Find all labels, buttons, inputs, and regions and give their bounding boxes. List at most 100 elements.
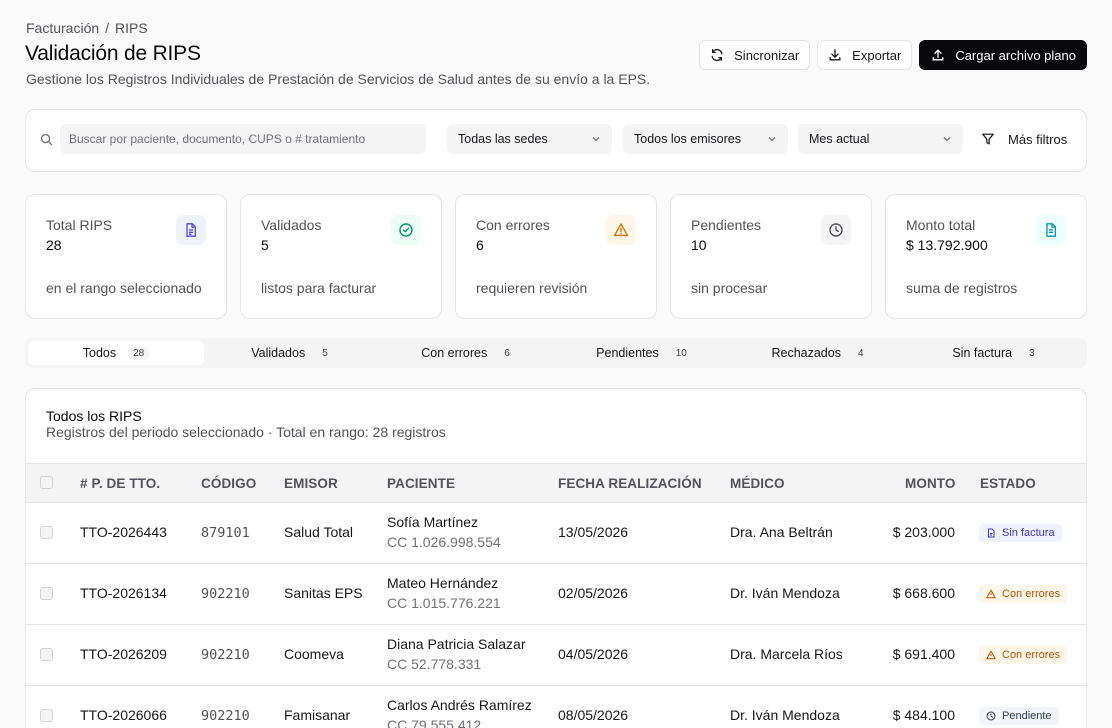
tab-count: 6 [504, 347, 510, 359]
status-label: Con errores [1002, 588, 1061, 600]
document-icon [1036, 215, 1066, 245]
row-checkbox[interactable] [40, 709, 53, 722]
warning-icon [986, 650, 996, 660]
treatment-id: TTO-2026066 [80, 707, 167, 723]
download-icon [829, 49, 841, 61]
row-checkbox[interactable] [40, 648, 53, 661]
service-date: 13/05/2026 [558, 524, 629, 540]
stat-label: Validados [261, 217, 322, 233]
table-row[interactable]: TTO-2026443 879101 Salud Total Sofía Mar… [26, 503, 1086, 564]
cups-code: 902210 [201, 647, 250, 663]
stat-value: 6 [476, 237, 484, 253]
export-button[interactable]: Exportar [817, 40, 913, 70]
clock-icon [821, 215, 851, 245]
table-subtitle: Registros del periodo seleccionado · Tot… [46, 424, 446, 440]
amount: $ 668.600 [892, 585, 955, 601]
period-select-value: Mes actual [809, 132, 870, 146]
patient-document: CC 79.555.412 [387, 717, 482, 728]
stat-value: 5 [261, 237, 269, 253]
tab-count: 3 [1029, 347, 1035, 359]
sede-select[interactable]: Todas las sedes [447, 124, 612, 154]
status-badge: Con errores [979, 585, 1068, 603]
stat-note: sin procesar [691, 280, 768, 296]
column-header[interactable]: MÉDICO [730, 476, 785, 491]
patient-name: Mateo Hernández [387, 575, 499, 591]
row-checkbox[interactable] [40, 587, 53, 600]
tab-label: Pendientes [596, 346, 659, 360]
patient-document: CC 52.778.331 [387, 656, 482, 672]
tab-pendientes[interactable]: Pendientes 10 [556, 341, 732, 365]
tab-label: Con errores [421, 346, 488, 360]
emisor: Famisanar [284, 707, 351, 723]
column-header[interactable]: PACIENTE [387, 476, 456, 491]
table-row[interactable]: TTO-2026134 902210 Sanitas EPS Mateo Her… [26, 564, 1086, 625]
tab-con-errores[interactable]: Con errores 6 [380, 341, 556, 365]
status-label: Sin factura [1002, 527, 1055, 539]
stat-card-total: Total RIPS 28 en el rango seleccionado [25, 194, 227, 319]
tab-validados[interactable]: Validados 5 [204, 341, 380, 365]
stat-value: 28 [46, 237, 62, 253]
sync-button[interactable]: Sincronizar [699, 40, 811, 70]
tab-label: Sin factura [952, 346, 1013, 360]
status-badge: Pendiente [979, 707, 1059, 725]
more-filters-label: Más filtros [1008, 131, 1068, 147]
sede-select-value: Todas las sedes [458, 132, 548, 146]
table-row[interactable]: TTO-2026066 902210 Famisanar Carlos Andr… [26, 686, 1086, 728]
page-subtitle: Gestione los Registros Individuales de P… [26, 71, 651, 87]
period-select[interactable]: Mes actual [798, 124, 963, 154]
more-filters-button[interactable]: Más filtros [981, 124, 1067, 154]
doctor: Dr. Iván Mendoza [730, 707, 840, 723]
tab-rechazados[interactable]: Rechazados 4 [732, 341, 908, 365]
tab-todos[interactable]: Todos 28 [28, 341, 204, 365]
column-header[interactable]: MONTO [905, 476, 956, 491]
treatment-id: TTO-2026134 [80, 585, 167, 601]
column-header[interactable]: CÓDIGO [201, 476, 257, 491]
breadcrumb: Facturación / RIPS [26, 20, 148, 36]
column-header[interactable]: FECHA REALIZACIÓN [558, 476, 702, 491]
file-icon [176, 215, 206, 245]
warning-icon [606, 215, 636, 245]
tab-label: Validados [251, 346, 306, 360]
breadcrumb-current: RIPS [115, 20, 148, 36]
stat-note: suma de registros [906, 280, 1018, 296]
emisor-select[interactable]: Todos los emisores [623, 124, 788, 154]
row-checkbox[interactable] [40, 526, 53, 539]
tab-label: Todos [82, 346, 117, 360]
warning-icon [986, 589, 996, 599]
upload-button-label: Cargar archivo plano [955, 47, 1076, 63]
cups-code: 902210 [201, 586, 250, 602]
stat-label: Pendientes [691, 217, 762, 233]
stat-label: Total RIPS [46, 217, 113, 233]
tab-count: 10 [675, 347, 687, 359]
status-badge: Sin factura [979, 524, 1062, 542]
column-header[interactable]: # P. DE TTO. [80, 476, 161, 491]
column-header[interactable]: ESTADO [980, 476, 1036, 491]
tab-sin-factura[interactable]: Sin factura 3 [908, 341, 1084, 365]
sync-button-label: Sincronizar [734, 47, 800, 63]
check-circle-icon [391, 215, 421, 245]
header-actions: Sincronizar Exportar Cargar archivo plan… [699, 40, 1087, 70]
stat-card-validados: Validados 5 listos para facturar [240, 194, 442, 319]
page-title: Validación de RIPS [25, 42, 201, 65]
amount: $ 484.100 [892, 707, 955, 723]
tab-count: 4 [857, 347, 864, 359]
filters-bar: Todas las sedes Todos los emisores Mes a… [25, 109, 1087, 172]
patient-name: Diana Patricia Salazar [387, 636, 526, 652]
export-button-label: Exportar [852, 47, 902, 63]
breadcrumb-parent[interactable]: Facturación [26, 20, 100, 36]
upload-file-button[interactable]: Cargar archivo plano [919, 40, 1087, 70]
column-header[interactable]: EMISOR [284, 476, 338, 491]
breadcrumb-separator: / [105, 20, 110, 36]
service-date: 02/05/2026 [558, 585, 629, 601]
doctor: Dra. Marcela Ríos [730, 646, 843, 662]
select-all-checkbox[interactable] [40, 476, 53, 489]
cups-code: 879101 [201, 525, 250, 541]
table-row[interactable]: TTO-2026209 902210 Coomeva Diana Patrici… [26, 625, 1086, 686]
table-title: Todos los RIPS [46, 408, 142, 424]
search-input[interactable] [60, 124, 426, 154]
stat-card-monto: Monto total $ 13.792.900 suma de registr… [885, 194, 1087, 319]
stat-card-pendientes: Pendientes 10 sin procesar [670, 194, 872, 319]
patient-document: CC 1.015.776.221 [387, 595, 501, 611]
treatment-id: TTO-2026209 [80, 646, 167, 662]
amount: $ 691.400 [892, 646, 955, 662]
